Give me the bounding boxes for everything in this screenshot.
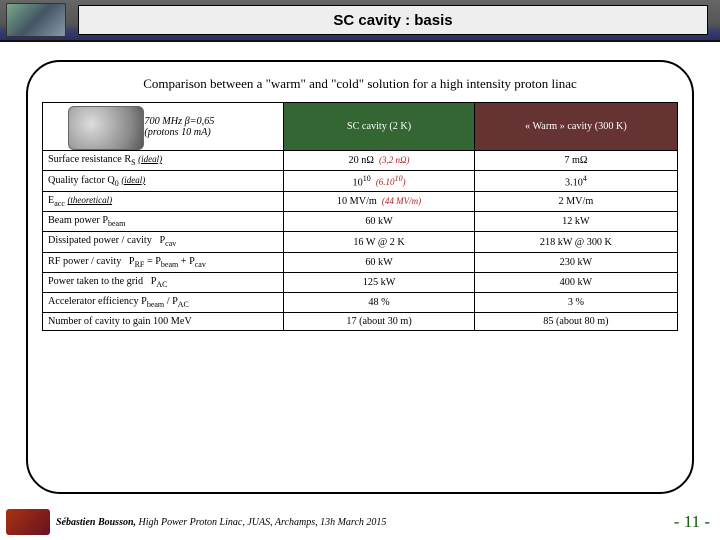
cavity-image-icon — [68, 106, 144, 150]
sc-value: 20 nΩ (3,2 nΩ) — [284, 151, 475, 171]
table-row: Surface resistance RS (ideal)20 nΩ (3,2 … — [43, 151, 678, 171]
warm-value: 85 (about 80 m) — [474, 312, 677, 330]
footer-rest: High Power Proton Linac, JUAS, Archamps,… — [136, 517, 386, 528]
top-bar: SC cavity : basis — [0, 0, 720, 42]
subtitle: Comparison between a "warm" and "cold" s… — [42, 76, 678, 92]
footer-text: Sébastien Bousson, High Power Proton Lin… — [50, 517, 674, 528]
table-row: Number of cavity to gain 100 MeV17 (abou… — [43, 312, 678, 330]
sc-value: 48 % — [284, 292, 475, 312]
ipn-logo-icon — [6, 509, 50, 535]
table-row: Accelerator efficiency Pbeam / PAC48 %3 … — [43, 292, 678, 312]
row-label: Surface resistance RS (ideal) — [43, 151, 284, 171]
table-header-sc: SC cavity (2 K) — [284, 103, 475, 151]
table-row: Dissipated power / cavity Pcav16 W @ 2 K… — [43, 232, 678, 252]
row-label: Quality factor Q0 (ideal) — [43, 171, 284, 192]
sc-value: 60 kW — [284, 252, 475, 272]
table-row: Quality factor Q0 (ideal)1010 (6.1010)3.… — [43, 171, 678, 192]
table-body: Surface resistance RS (ideal)20 nΩ (3,2 … — [43, 151, 678, 331]
sc-value: 125 kW — [284, 272, 475, 292]
row-label: Beam power Pbeam — [43, 212, 284, 232]
row-label: Power taken to the grid PAC — [43, 272, 284, 292]
slide-title: SC cavity : basis — [78, 5, 708, 35]
slide-frame: Comparison between a "warm" and "cold" s… — [26, 60, 694, 494]
table-row: Power taken to the grid PAC125 kW400 kW — [43, 272, 678, 292]
row-label: Dissipated power / cavity Pcav — [43, 232, 284, 252]
row-label: Number of cavity to gain 100 MeV — [43, 312, 284, 330]
sc-value: 60 kW — [284, 212, 475, 232]
page-number: - 11 - — [674, 512, 720, 532]
warm-value: 218 kW @ 300 K — [474, 232, 677, 252]
warm-value: 400 kW — [474, 272, 677, 292]
sc-value: 16 W @ 2 K — [284, 232, 475, 252]
row-label: RF power / cavity PRF = Pbeam + Pcav — [43, 252, 284, 272]
row-label: Eacc (theoretical) — [43, 192, 284, 212]
row-label: Accelerator efficiency Pbeam / PAC — [43, 292, 284, 312]
table-row: Eacc (theoretical)10 MV/m (44 MV/m)2 MV/… — [43, 192, 678, 212]
warm-value: 3.104 — [474, 171, 677, 192]
warm-value: 12 kW — [474, 212, 677, 232]
table-row: Beam power Pbeam60 kW12 kW — [43, 212, 678, 232]
logo-icon — [6, 3, 66, 37]
warm-value: 2 MV/m — [474, 192, 677, 212]
warm-value: 3 % — [474, 292, 677, 312]
footer: Sébastien Bousson, High Power Proton Lin… — [0, 504, 720, 540]
warm-value: 230 kW — [474, 252, 677, 272]
warm-value: 7 mΩ — [474, 151, 677, 171]
sc-value: 1010 (6.1010) — [284, 171, 475, 192]
table-row: RF power / cavity PRF = Pbeam + Pcav60 k… — [43, 252, 678, 272]
footer-author: Sébastien Bousson, — [56, 517, 136, 528]
table-header-warm: « Warm » cavity (300 K) — [474, 103, 677, 151]
sc-value: 17 (about 30 m) — [284, 312, 475, 330]
sc-value: 10 MV/m (44 MV/m) — [284, 192, 475, 212]
